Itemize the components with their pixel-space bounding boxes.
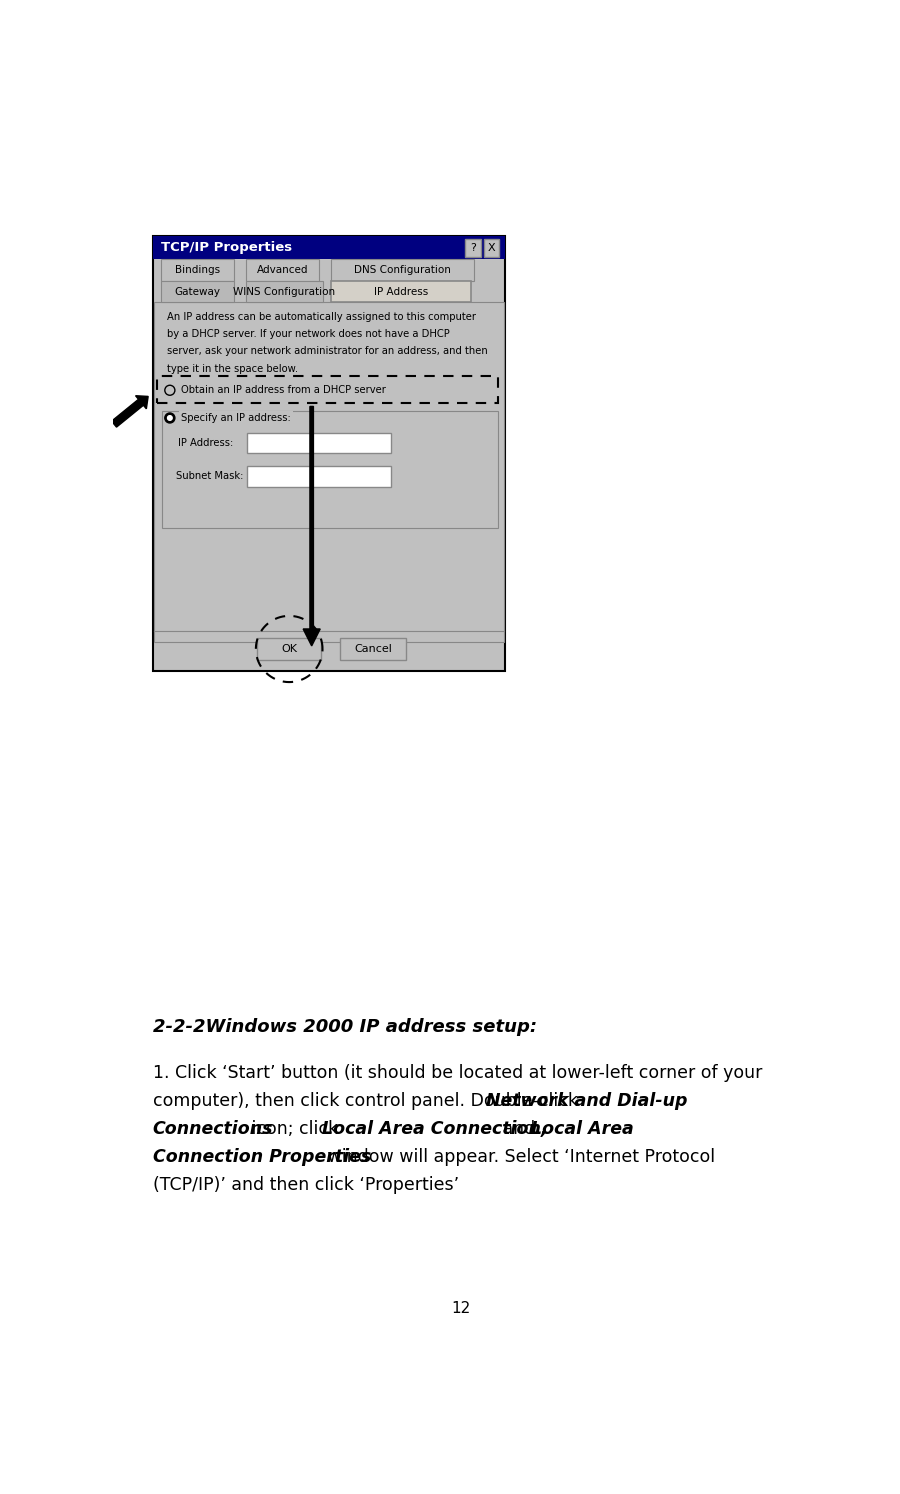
Bar [483,239,500,257]
Text: server, ask your network administrator for an address, and then: server, ask your network administrator f… [166,347,488,357]
Text: 12: 12 [452,1301,471,1316]
Text: computer), then click control panel. Double-click: computer), then click control panel. Dou… [153,1092,583,1110]
Bar [465,239,481,257]
Text: 1. Click ‘Start’ button (it should be located at lower-left corner of your: 1. Click ‘Start’ button (it should be lo… [153,1064,762,1082]
Text: 2-2-2Windows 2000 IP address setup:: 2-2-2Windows 2000 IP address setup: [153,1017,537,1035]
Bar [246,281,323,302]
Bar [153,236,506,260]
Bar [246,260,320,281]
Text: and: and [497,1120,540,1138]
Text: Connection Properties: Connection Properties [153,1149,371,1167]
Bar [162,411,498,527]
Text: . . .: . . . [292,472,308,481]
FancyArrow shape [112,396,148,427]
Text: An IP address can be automatically assigned to this computer: An IP address can be automatically assig… [166,312,476,321]
Circle shape [167,415,172,420]
Text: Advanced: Advanced [256,264,309,275]
Text: type it in the space below.: type it in the space below. [166,363,298,374]
Text: OK: OK [281,644,297,654]
Bar [331,260,474,281]
Text: Obtain an IP address from a DHCP server: Obtain an IP address from a DHCP server [181,385,385,396]
Bar [157,376,498,402]
Text: Gateway: Gateway [175,287,220,297]
Text: Network and Dial-up: Network and Dial-up [486,1092,688,1110]
Bar [160,281,234,302]
Text: IP Address: IP Address [374,287,428,297]
Bar [340,638,406,660]
Circle shape [165,412,175,423]
Text: . .: . . [292,438,301,448]
Text: Specify an IP address:: Specify an IP address: [181,412,291,423]
Text: (TCP/IP)’ and then click ‘Properties’: (TCP/IP)’ and then click ‘Properties’ [153,1176,459,1194]
Bar [248,433,391,453]
Text: TCP/IP Properties: TCP/IP Properties [160,242,292,254]
Bar [331,281,471,302]
Text: X: X [488,244,495,252]
Text: Cancel: Cancel [355,644,392,654]
Circle shape [165,385,175,396]
FancyArrow shape [303,406,320,645]
Text: Connections: Connections [153,1120,274,1138]
Text: ?: ? [470,244,476,252]
Text: Local Area: Local Area [530,1120,634,1138]
Text: Local Area Connection,: Local Area Connection, [322,1120,547,1138]
Text: DNS Configuration: DNS Configuration [355,264,451,275]
Bar [160,260,234,281]
Text: IP Address:: IP Address: [177,438,233,448]
Text: window will appear. Select ‘Internet Protocol: window will appear. Select ‘Internet Pro… [322,1149,716,1167]
Bar [153,236,506,671]
Text: WINS Configuration: WINS Configuration [233,287,336,297]
Text: Bindings: Bindings [175,264,220,275]
Text: icon; click: icon; click [247,1120,344,1138]
Bar [248,466,391,487]
Bar [155,302,504,642]
Text: by a DHCP server. If your network does not have a DHCP: by a DHCP server. If your network does n… [166,329,449,339]
Bar [257,638,321,660]
Text: Subnet Mask:: Subnet Mask: [176,472,243,481]
